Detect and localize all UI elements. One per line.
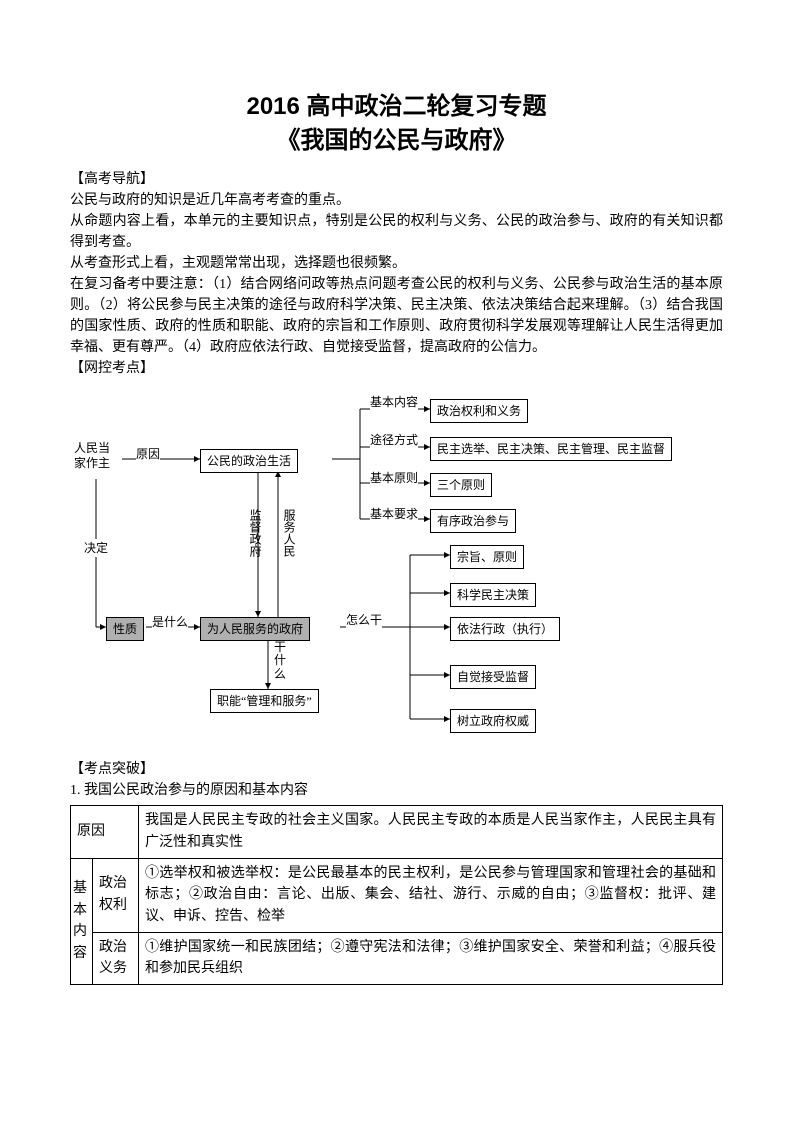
label-basic-requirement: 基本要求: [370, 505, 418, 523]
label-serve-people: 服务人民: [280, 509, 298, 557]
node-three-principles: 三个原则: [430, 473, 492, 497]
content-table: 原因 我国是人民民主专政的社会主义国家。人民民主专政的本质是人民当家作主，人民民…: [70, 805, 723, 985]
label-determine: 决定: [84, 539, 108, 557]
node-scientific-decision: 科学民主决策: [450, 583, 536, 607]
cell-basic-content-header: 基本内容: [71, 858, 93, 984]
cell-political-rights-label: 政治权利: [93, 858, 139, 932]
label-how-to-do: 怎么干: [346, 611, 382, 629]
cell-political-duties-label: 政治义务: [93, 932, 139, 984]
nav-para-2: 从命题内容上看，本单元的主要知识点，特别是公民的权利与义务、公民的政治参与、政府…: [70, 211, 723, 253]
table-row: 基本内容 政治权利 ①选举权和被选举权：是公民最基本的民主权利，是公民参与管理国…: [71, 858, 723, 932]
title-line-2: 《我国的公民与政府》: [70, 124, 723, 158]
nav-para-3: 从考查形式上看，主观题常常出现，选择题也很频繁。: [70, 253, 723, 274]
title-block: 2016 高中政治二轮复习专题 《我国的公民与政府》: [70, 90, 723, 157]
node-rule-by-law: 依法行政（执行）: [450, 617, 560, 641]
node-serve-people-gov: 为人民服务的政府: [200, 617, 310, 641]
nav-para-1: 公民与政府的知识是近几年高考考查的重点。: [70, 190, 723, 211]
label-basic-principle: 基本原则: [370, 469, 418, 487]
cell-reason-content: 我国是人民民主专政的社会主义国家。人民民主专政的本质是人民当家作主，人民民主具有…: [139, 806, 723, 858]
node-citizen-political-life: 公民的政治生活: [200, 449, 298, 473]
section-breakthrough-heading: 【考点突破】: [70, 759, 723, 780]
node-people-master: 人民当家作主: [74, 441, 110, 470]
concept-diagram: 人民当家作主 原因 公民的政治生活 决定 性质 是什么 为人民服务的政府 干什么…: [70, 389, 710, 749]
section-nav-heading: 【高考导航】: [70, 169, 723, 190]
label-ways: 途径方式: [370, 431, 418, 449]
cell-reason-header: 原因: [71, 806, 139, 858]
label-what-is: 是什么: [152, 613, 188, 631]
table-row: 原因 我国是人民民主专政的社会主义国家。人民民主专政的本质是人民当家作主，人民民…: [71, 806, 723, 858]
node-function-manage-serve: 职能“管理和服务”: [210, 689, 319, 713]
cell-political-rights-content: ①选举权和被选举权：是公民最基本的民主权利，是公民参与管理国家和管理社会的基础和…: [139, 858, 723, 932]
table-row: 政治义务 ①维护国家统一和民族团结；②遵守宪法和法律；③维护国家安全、荣誉和利益…: [71, 932, 723, 984]
label-basic-content: 基本内容: [370, 393, 418, 411]
node-orderly-participation: 有序政治参与: [430, 509, 516, 533]
node-rights-duties: 政治权利和义务: [430, 399, 528, 423]
node-four-democracy: 民主选举、民主决策、民主管理、民主监督: [430, 437, 672, 461]
label-supervise-gov: 监督政府: [246, 509, 264, 557]
cell-political-duties-content: ①维护国家统一和民族团结；②遵守宪法和法律；③维护国家安全、荣誉和利益；④服兵役…: [139, 932, 723, 984]
node-gov-authority: 树立政府权威: [450, 709, 536, 733]
node-purpose-principle: 宗旨、原则: [450, 545, 524, 569]
node-nature: 性质: [106, 617, 144, 641]
section-net-heading: 【网控考点】: [70, 358, 723, 379]
title-line-1: 2016 高中政治二轮复习专题: [70, 90, 723, 124]
nav-para-4: 在复习备考中要注意：（1）结合网络问政等热点问题考查公民的权利与义务、公民参与政…: [70, 274, 723, 358]
breakthrough-sub: 1. 我国公民政治参与的原因和基本内容: [70, 780, 723, 801]
label-reason: 原因: [136, 445, 160, 463]
node-accept-supervision: 自觉接受监督: [450, 665, 536, 689]
label-do-what: 干什么: [274, 641, 286, 681]
